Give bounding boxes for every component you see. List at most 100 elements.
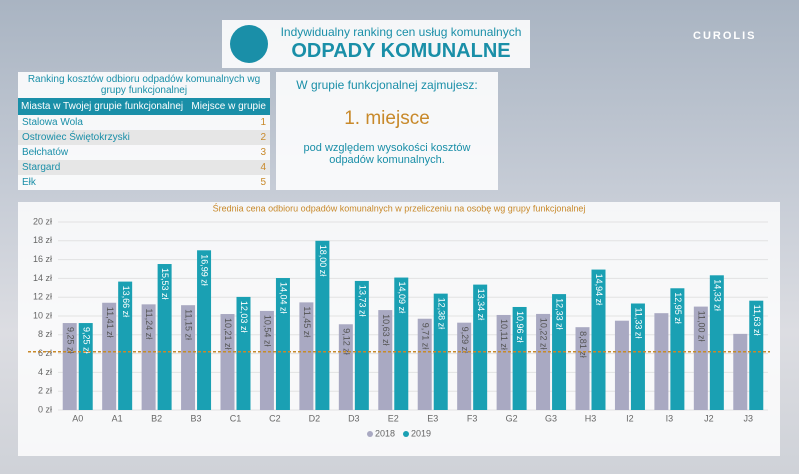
header-title: ODPADY KOMUNALNE: [291, 40, 511, 62]
x-tick-label: E2: [388, 413, 399, 423]
value-label: 11,15 zł: [184, 309, 194, 340]
value-label: 12,38 zł: [436, 298, 446, 330]
column-header[interactable]: Miejsce w grupie: [188, 98, 270, 115]
bar: [62, 323, 77, 410]
x-tick-label: B3: [191, 413, 202, 423]
bar: [315, 240, 330, 410]
table-row[interactable]: Bełchatów 3: [18, 145, 270, 160]
bar: [236, 296, 251, 410]
value-label: 8,81 zł: [578, 331, 588, 358]
bar: [118, 281, 133, 410]
bar: [733, 333, 748, 410]
table-cell: 2: [188, 130, 270, 145]
y-tick-label: 20 zł: [33, 216, 52, 226]
value-label: 13,66 zł: [121, 286, 131, 318]
bar: [670, 288, 685, 410]
bar: [141, 304, 156, 410]
y-tick-label: 0 zł: [38, 404, 52, 414]
bar: [709, 275, 724, 410]
bar: [102, 302, 117, 410]
summary-intro: W grupie funkcjonalnej zajmujesz:: [296, 78, 478, 92]
bar: [157, 264, 172, 410]
value-label: 10,96 zł: [515, 311, 525, 343]
value-label: 14,33 zł: [712, 279, 722, 311]
x-tick-label: G2: [506, 413, 518, 423]
value-label: 9,25 zł: [81, 327, 91, 354]
bar: [78, 323, 93, 410]
table: Miasta w Twojej grupie funkcjonalnej Mie…: [18, 98, 270, 190]
table-row[interactable]: Stargard 4: [18, 160, 270, 175]
x-tick-label: E3: [427, 413, 438, 423]
x-tick-label: I3: [666, 413, 674, 423]
table-title: Ranking kosztów odbioru odpadów komunaln…: [27, 74, 261, 96]
table-cell: Ostrowiec Świętokrzyski: [18, 130, 189, 145]
bar: [197, 250, 212, 410]
table-cell: 1: [260, 117, 266, 128]
x-tick-label: J3: [744, 413, 754, 423]
x-tick-label: D2: [309, 413, 321, 423]
value-label: 14,94 zł: [594, 274, 604, 306]
table-row[interactable]: Ostrowiec Świętokrzyski 2: [18, 130, 270, 145]
bar: [417, 318, 432, 410]
legend-label: 2019: [411, 428, 431, 438]
bar: [693, 306, 708, 410]
y-tick-label: 16 zł: [33, 254, 52, 264]
bar: [575, 327, 590, 410]
y-tick-label: 12 zł: [33, 292, 52, 302]
value-label: 9,12 zł: [341, 328, 351, 355]
value-label: 11,41 zł: [105, 307, 115, 338]
x-tick-label: A1: [112, 413, 123, 423]
bar: [749, 300, 764, 410]
x-tick-label: J2: [704, 413, 714, 423]
column-header[interactable]: Miasta w Twojej grupie funkcjonalnej: [18, 98, 189, 115]
value-label: 11,00 zł: [696, 311, 706, 342]
y-tick-label: 8 zł: [38, 329, 52, 339]
value-label: 11,45 zł: [302, 306, 312, 337]
bar: [512, 306, 527, 410]
value-label: 13,73 zł: [357, 285, 367, 317]
value-label: 14,04 zł: [279, 282, 289, 314]
legend-marker: [367, 431, 373, 437]
y-tick-label: 4 zł: [38, 367, 52, 377]
summary: W grupie funkcjonalnej zajmujesz: 1. mie…: [276, 72, 498, 190]
value-label: 13,34 zł: [476, 289, 486, 321]
value-label: 9,25 zł: [65, 327, 75, 354]
table-cell: 3: [260, 147, 266, 158]
y-tick-label: 2 zł: [38, 386, 52, 396]
y-tick-label: 6 zł: [38, 348, 52, 358]
y-tick-label: 18 zł: [33, 235, 52, 245]
logo: CUROLIS: [693, 30, 757, 42]
chart-panel: Średnia cena odbioru odpadów komunalnych…: [18, 202, 780, 456]
value-label: 10,22 zł: [539, 318, 549, 350]
bar: [536, 313, 551, 410]
header-subtitle: Indywidualny ranking cen usług komunalny…: [280, 25, 522, 39]
value-label: 11,33 zł: [634, 307, 644, 338]
bar: [259, 310, 274, 410]
y-tick-label: 10 zł: [33, 310, 52, 320]
value-label: 10,21 zł: [223, 318, 233, 350]
bar: [614, 320, 629, 410]
value-label: 16,99 zł: [200, 254, 210, 286]
header: Indywidualny ranking cen usług komunalny…: [222, 20, 530, 68]
x-tick-label: G3: [545, 413, 557, 423]
x-tick-label: I2: [626, 413, 634, 423]
bar: [496, 314, 511, 410]
value-label: 11,24 zł: [144, 308, 154, 339]
chart: Średnia cena odbioru odpadów komunalnych…: [28, 202, 770, 438]
value-label: 18,00 zł: [318, 245, 328, 277]
table-cell: Ełk: [22, 177, 36, 188]
x-tick-label: H3: [585, 413, 597, 423]
bar: [220, 314, 235, 410]
x-tick-label: B2: [151, 413, 162, 423]
x-tick-label: D3: [348, 413, 360, 423]
table-row[interactable]: Ełk 5: [18, 175, 270, 190]
legend-marker: [403, 431, 409, 437]
table-row[interactable]: Stalowa Wola 1: [18, 115, 270, 130]
summary-note: pod względem wysokości kosztów odpadów k…: [303, 142, 471, 166]
value-label: 9,71 zł: [420, 323, 430, 350]
bar: [338, 324, 353, 410]
bar: [630, 303, 645, 410]
table-cell: Bełchatów: [22, 147, 69, 158]
x-tick-label: C2: [269, 413, 281, 423]
